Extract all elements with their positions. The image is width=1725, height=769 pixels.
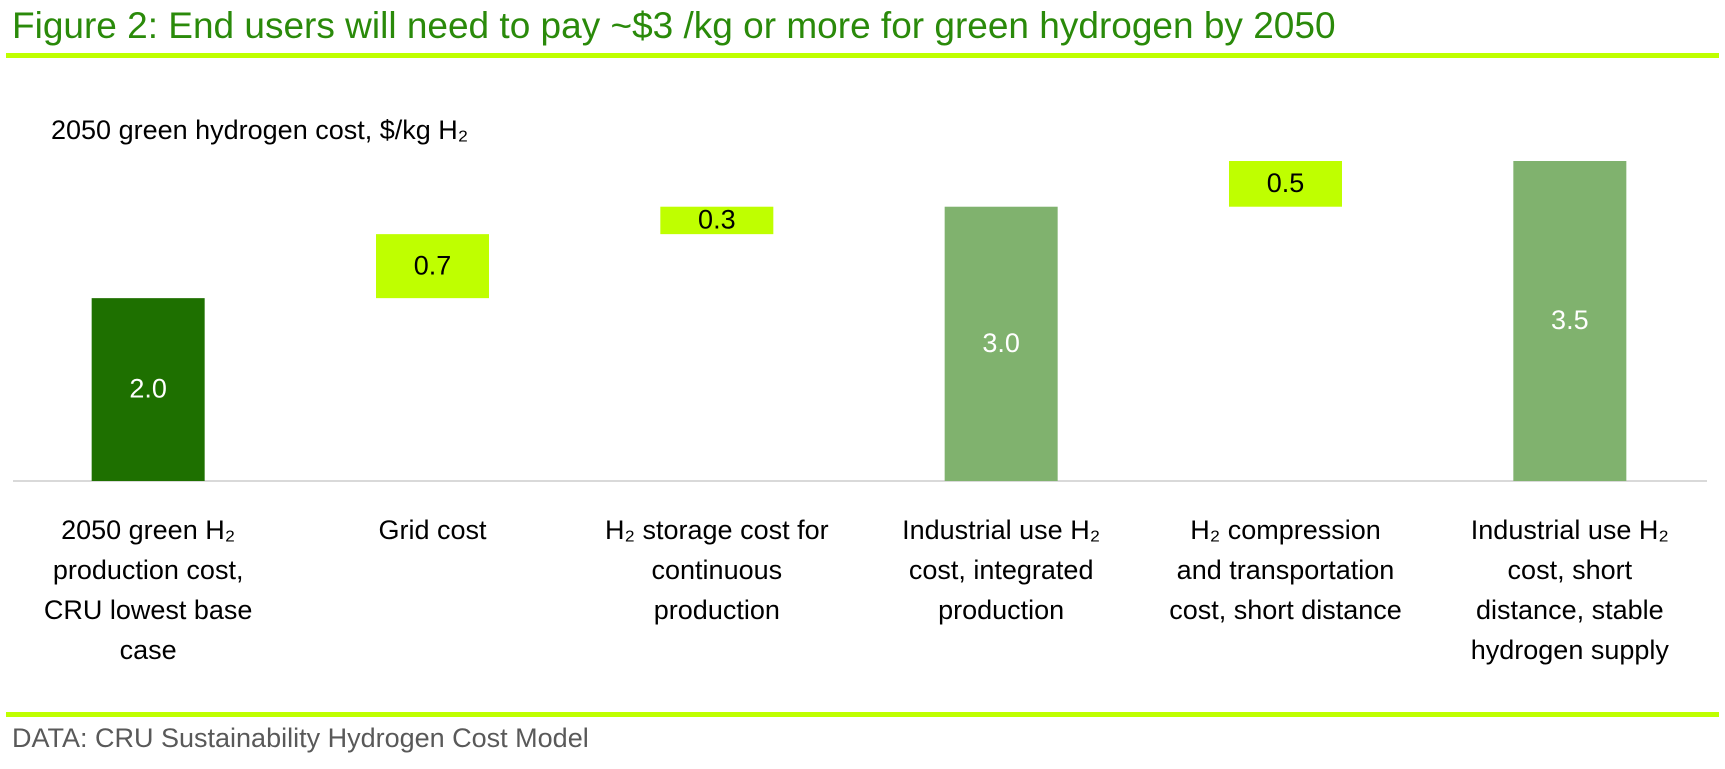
title-rule <box>6 53 1719 58</box>
value-label: 0.5 <box>1267 168 1305 198</box>
value-label: 3.0 <box>982 328 1020 358</box>
source: DATA: CRU Sustainability Hydrogen Cost M… <box>12 723 589 753</box>
bar <box>91 298 205 481</box>
chart-title: Figure 2: End users will need to pay ~$3… <box>12 5 1336 46</box>
x-tick-label: H₂ compression and transportation cost, … <box>1169 515 1402 625</box>
x-tick-label: Industrial use H₂ cost, integrated produ… <box>902 515 1101 625</box>
source-rule <box>6 712 1719 717</box>
value-label: 2.0 <box>129 374 167 404</box>
value-label: 0.7 <box>414 250 452 280</box>
bar <box>944 206 1058 481</box>
x-tick-label: Industrial use H₂ cost, short distance, … <box>1470 515 1669 665</box>
bar <box>1513 161 1627 481</box>
bar <box>660 206 774 235</box>
bar <box>1229 161 1342 207</box>
bar <box>376 234 489 299</box>
value-label: 3.5 <box>1551 305 1589 335</box>
x-tick-label: H₂ storage cost for continuous productio… <box>605 515 829 625</box>
chart-subtitle: 2050 green hydrogen cost, $/kg H₂ <box>51 115 468 145</box>
x-tick-label: 2050 green H₂ production cost, CRU lowes… <box>43 515 253 665</box>
value-label: 0.3 <box>698 205 736 235</box>
x-tick-label: Grid cost <box>378 515 487 545</box>
